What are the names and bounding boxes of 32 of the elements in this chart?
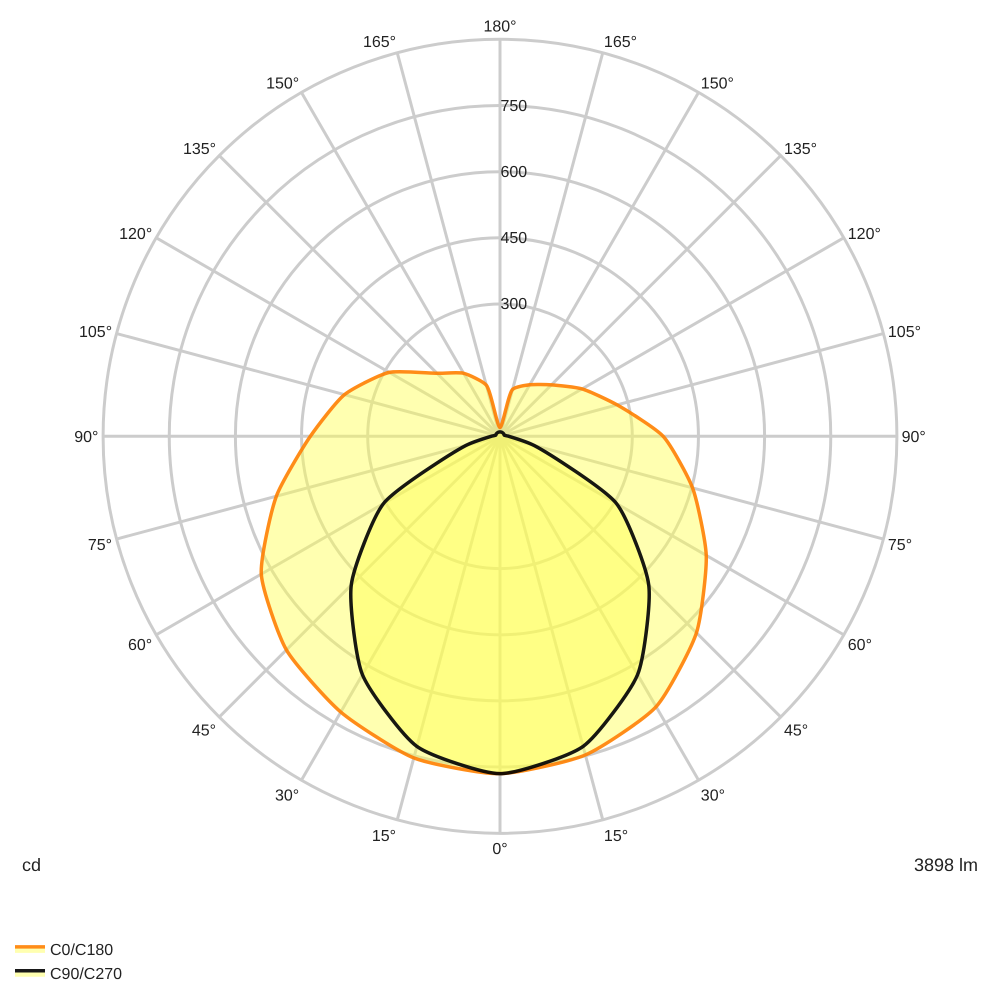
- spoke-label: 30°: [274, 788, 300, 805]
- spoke-label: 75°: [888, 536, 912, 554]
- spoke-label: 135°: [784, 141, 818, 158]
- spoke-label: 90°: [902, 428, 926, 446]
- spoke-label: 15°: [372, 828, 396, 846]
- spoke-label: 75°: [88, 536, 112, 554]
- legend-label: C90/C270: [50, 966, 122, 983]
- spoke-label: 45°: [784, 722, 808, 740]
- text: 3898 lm: [914, 855, 978, 875]
- spoke-label: 135°: [182, 141, 216, 158]
- spoke-label: 0°: [492, 840, 508, 858]
- spoke-label: 105°: [78, 324, 112, 341]
- spoke-label: 165°: [362, 34, 396, 51]
- spoke-label: 150°: [700, 76, 734, 93]
- legend-label: C0/C180: [50, 942, 114, 960]
- spoke-label: 105°: [888, 324, 922, 341]
- spoke-label: 150°: [266, 76, 300, 93]
- spoke-label: 120°: [119, 226, 152, 243]
- spoke-label: 30°: [700, 788, 726, 805]
- spoke-label: 60°: [128, 636, 152, 654]
- spoke-label: 90°: [74, 428, 98, 446]
- y-tick-label: 600: [500, 164, 528, 181]
- spoke-label: 165°: [604, 34, 638, 51]
- y-tick-label: 300: [500, 296, 528, 314]
- spoke-label: 45°: [192, 722, 216, 740]
- spoke-label: 15°: [604, 828, 628, 846]
- y-tick-label: 750: [500, 98, 528, 115]
- spoke-label: 180°: [483, 18, 517, 36]
- text: cd: [22, 855, 42, 875]
- spoke-label: 120°: [848, 226, 881, 243]
- y-tick-label: 450: [500, 230, 528, 248]
- spoke-label: 60°: [848, 636, 872, 654]
